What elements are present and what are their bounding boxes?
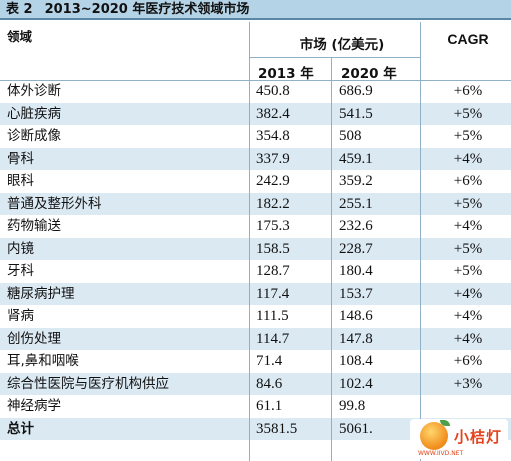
table-row: 体外诊断 450.8 686.9 +6% [0,80,511,103]
cell-field: 骨科 [7,150,34,167]
header-field: 领域 [7,29,33,44]
cell-cagr: +6% [453,353,483,369]
cell-field: 心脏疾病 [7,105,61,122]
cell-2020: 459.1 [339,150,373,167]
cell-2013: 354.8 [256,128,290,144]
table-row: 糖尿病护理 117.4 153.7 +4% [0,282,511,305]
cell-field: 眼科 [7,173,34,189]
cell-2013: 337.9 [256,150,290,167]
cell-field: 总计 [7,420,34,437]
cell-2013: 114.7 [256,330,290,347]
table-title: 表 2 2013~2020 年医疗技术领域市场 [0,0,511,20]
cell-field: 药物输送 [7,218,61,234]
table-row: 耳,鼻和咽喉 71.4 108.4 +6% [0,350,511,373]
cell-2020: 359.2 [339,173,373,189]
cell-field: 综合性医院与医疗机构供应 [7,375,169,392]
cell-2013: 182.2 [256,195,290,212]
watermark-logo: 小桔灯 WWW.IIVD.NET [410,419,508,459]
logo-text: 小桔灯 [454,428,503,446]
cell-cagr: +4% [453,308,483,324]
cell-field: 内镜 [7,240,34,257]
cell-cagr: +4% [453,218,483,234]
table-row: 神经病学 61.1 99.8 [0,395,511,418]
cell-cagr: +4% [453,330,483,347]
cell-2013: 128.7 [256,263,290,279]
cell-2013: 84.6 [256,375,283,392]
header-market: 市场 (亿美元) [299,37,385,53]
cell-field: 牙科 [7,263,34,279]
cell-field: 糖尿病护理 [7,285,75,302]
cell-field: 创伤处理 [7,330,61,347]
leaf-icon [440,420,450,426]
table-row: 综合性医院与医疗机构供应 84.6 102.4 +3% [0,372,511,395]
logo-url: WWW.IIVD.NET [418,450,464,457]
cell-field: 耳,鼻和咽喉 [7,353,79,369]
cell-2013: 242.9 [256,173,290,189]
cell-2020: 232.6 [339,218,373,234]
header-year-2013: 2013 年 [258,66,314,82]
cell-2020: 686.9 [339,83,373,99]
cell-2013: 111.5 [256,308,289,324]
cell-2020: 255.1 [339,195,373,212]
cell-cagr: +4% [453,285,483,302]
cell-cagr: +5% [453,263,483,279]
cell-2013: 3581.5 [256,420,298,437]
table-caption: 2013~2020 年医疗技术领域市场 [44,2,250,17]
table-row: 眼科 242.9 359.2 +6% [0,170,511,193]
cell-2020: 5061. [339,420,373,437]
table-row: 创伤处理 114.7 147.8 +4% [0,327,511,350]
table-row: 牙科 128.7 180.4 +5% [0,260,511,283]
table-row: 心脏疾病 382.4 541.5 +5% [0,102,511,125]
cell-field: 诊断成像 [7,128,61,144]
orange-icon [420,422,448,450]
table-number: 表 2 [6,2,33,17]
table-row: 内镜 158.5 228.7 +5% [0,237,511,260]
header-year-2020: 2020 年 [341,66,397,82]
cell-2020: 99.8 [339,398,366,414]
cell-field: 神经病学 [7,398,61,414]
header-divider [249,57,420,58]
cell-cagr: +5% [453,240,483,257]
column-divider [331,58,332,461]
header-cagr: CAGR [447,31,489,47]
cell-2020: 541.5 [339,105,373,122]
cell-cagr: +6% [453,173,483,189]
cell-field: 肾病 [7,308,34,324]
cell-cagr: +5% [453,105,483,122]
column-divider [249,22,250,461]
cell-2013: 382.4 [256,105,290,122]
table-row: 普通及整形外科 182.2 255.1 +5% [0,192,511,215]
table-row: 诊断成像 354.8 508 +5% [0,125,511,148]
cell-2020: 228.7 [339,240,373,257]
table-row: 肾病 111.5 148.6 +4% [0,305,511,328]
cell-2013: 117.4 [256,285,290,302]
column-divider [420,22,421,461]
cell-cagr: +4% [453,150,483,167]
cell-2020: 148.6 [339,308,373,324]
cell-2013: 158.5 [256,240,290,257]
cell-field: 体外诊断 [7,83,61,99]
table-row: 骨科 337.9 459.1 +4% [0,147,511,170]
cell-2020: 147.8 [339,330,373,347]
cell-cagr: +5% [453,128,483,144]
cell-cagr: +5% [453,195,483,212]
header-bottom-rule [0,80,511,81]
cell-cagr: +3% [453,375,483,392]
cell-2020: 102.4 [339,375,373,392]
cell-2020: 108.4 [339,353,373,369]
cell-cagr: +6% [453,83,483,99]
table-row: 药物输送 175.3 232.6 +4% [0,215,511,238]
cell-2013: 175.3 [256,218,290,234]
cell-2013: 71.4 [256,353,283,369]
cell-2020: 180.4 [339,263,373,279]
cell-2020: 508 [339,128,362,144]
table-row-total: 总计 3581.5 5061. [0,417,511,440]
cell-field: 普通及整形外科 [7,195,102,212]
cell-2020: 153.7 [339,285,373,302]
cell-2013: 61.1 [256,398,283,414]
cell-2013: 450.8 [256,83,290,99]
